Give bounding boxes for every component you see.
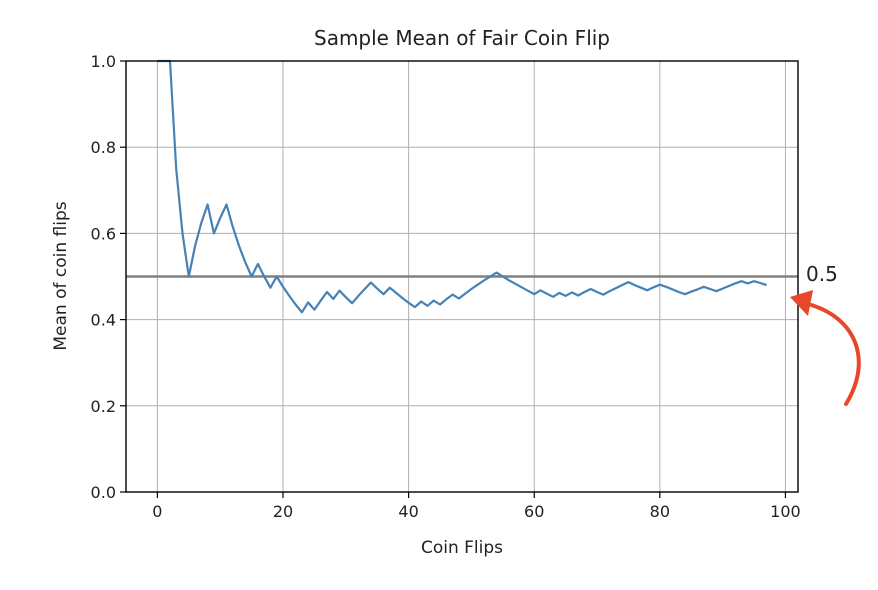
y-tick-label: 0.6: [91, 224, 116, 243]
y-tick-label: 0.4: [91, 311, 116, 330]
y-axis-label: Mean of coin flips: [51, 201, 71, 350]
ticks: 0 20 40 60 80 100 0.0 0.2 0.4 0.6 0.8 1.0: [91, 52, 801, 521]
y-tick-label: 0.0: [91, 483, 116, 502]
x-tick-label: 80: [650, 502, 670, 521]
x-tick-label: 20: [273, 502, 293, 521]
y-tick-label: 0.8: [91, 138, 116, 157]
annotation-arrow: [790, 290, 861, 406]
x-tick-label: 100: [770, 502, 801, 521]
y-tick-label: 0.2: [91, 397, 116, 416]
x-axis-label: Coin Flips: [421, 538, 503, 558]
annotation-arrow-head: [790, 290, 813, 316]
annotation-arrow-shaft: [806, 302, 861, 406]
series-layer: [157, 59, 767, 314]
reference-line-label: 0.5: [806, 262, 838, 286]
series-line: [157, 59, 767, 314]
y-tick-label: 1.0: [91, 52, 116, 71]
x-tick-label: 40: [398, 502, 418, 521]
chart-title: Sample Mean of Fair Coin Flip: [314, 26, 610, 50]
plot-frame: [125, 60, 799, 493]
x-tick-label: 60: [524, 502, 544, 521]
x-tick-label: 0: [152, 502, 162, 521]
